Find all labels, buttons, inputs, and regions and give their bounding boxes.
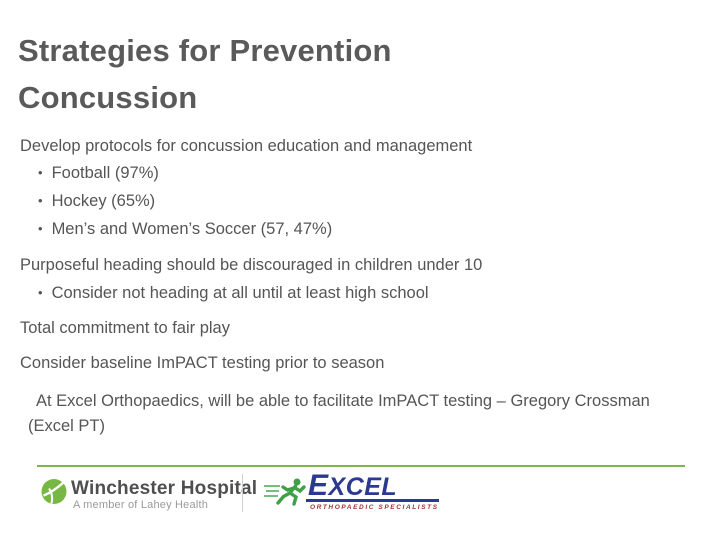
slide-title-line1: Strategies for Prevention	[18, 33, 392, 68]
excel-wordmark: EXCEL	[306, 473, 439, 502]
bullet-item-soccer: • Men’s and Women’s Soccer (57, 47%)	[38, 219, 332, 239]
footer-logo-separator	[242, 474, 243, 512]
bullet-item-hockey: • Hockey (65%)	[38, 191, 155, 211]
winchester-hospital-name: Winchester Hospital	[71, 478, 258, 499]
section-heading-fair-play: Total commitment to fair play	[20, 319, 230, 337]
footer-divider-line	[37, 465, 685, 467]
excel-runner-icon	[264, 478, 306, 506]
bullet-text: Men’s and Women’s Soccer (57, 47%)	[51, 220, 333, 238]
slide-title: Strategies for Prevention Concussion	[18, 27, 392, 121]
section-heading-protocols: Develop protocols for concussion educati…	[20, 137, 473, 155]
bullet-glyph: •	[38, 221, 43, 236]
winchester-hospital-icon	[41, 479, 67, 504]
bullet-text: Consider not heading at all until at lea…	[51, 284, 429, 302]
excel-tagline: ORTHOPAEDIC SPECIALISTS	[310, 503, 439, 511]
note-excel-orthopaedics: At Excel Orthopaedics, will be able to f…	[28, 392, 650, 435]
section-heading-impact-testing: Consider baseline ImPACT testing prior t…	[20, 354, 385, 372]
bullet-text: Hockey (65%)	[51, 192, 156, 210]
bullet-text: Football (97%)	[51, 164, 159, 182]
bullet-item-no-heading: • Consider not heading at all until at le…	[38, 283, 429, 303]
winchester-hospital-tagline: A member of Lahey Health	[73, 499, 209, 511]
bullet-glyph: •	[38, 285, 43, 300]
bullet-glyph: •	[38, 193, 43, 208]
bullet-glyph: •	[38, 165, 43, 180]
excel-logo: EXCEL ORTHOPAEDIC SPECIALISTS	[264, 473, 439, 511]
bullet-item-football: • Football (97%)	[38, 163, 159, 183]
slide-title-line2: Concussion	[18, 80, 198, 115]
excel-wordmark-block: EXCEL ORTHOPAEDIC SPECIALISTS	[306, 473, 439, 511]
section-heading-heading-discouraged: Purposeful heading should be discouraged…	[20, 256, 483, 274]
